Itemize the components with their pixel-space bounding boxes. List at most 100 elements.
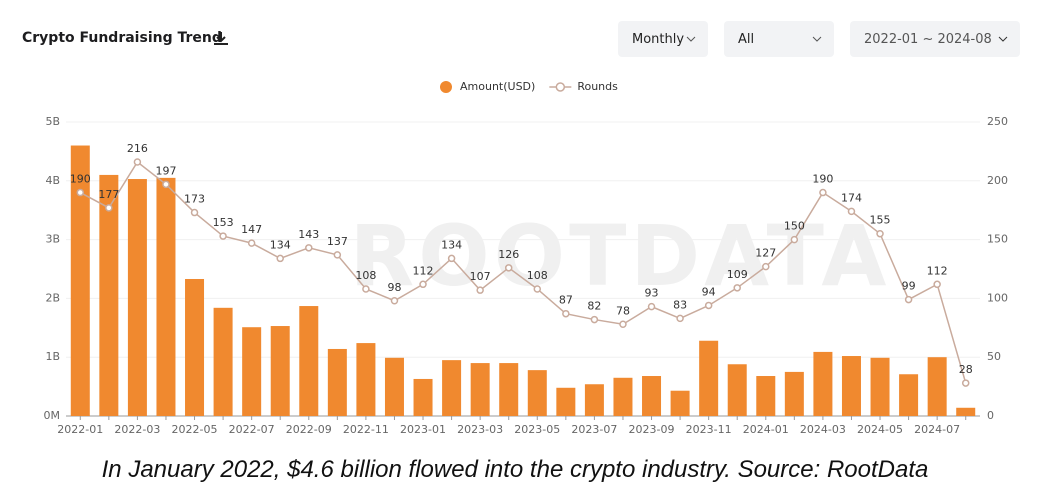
y-tick-label: 3B xyxy=(45,233,60,246)
y2-tick-label: 250 xyxy=(987,115,1008,128)
x-tick-label: 2024-01 xyxy=(743,423,789,436)
download-icon[interactable] xyxy=(212,30,230,48)
point xyxy=(876,229,884,238)
point xyxy=(847,207,856,216)
data-label: 98 xyxy=(387,281,401,294)
bar xyxy=(927,357,947,416)
chart: ROOTDATA 0M 1B 2B 3B 4B 5B 0 50 100 150 200 250 2022-… xyxy=(44,80,1009,436)
y2-tick-label: 50 xyxy=(987,350,1001,363)
data-label: 190 xyxy=(812,173,833,186)
x-tick-label: 2023-11 xyxy=(686,423,732,436)
point xyxy=(533,285,542,293)
dropdown-label: Monthly xyxy=(632,31,685,47)
x-tick-label: 2023-09 xyxy=(629,423,675,436)
x-tick-label: 2023-01 xyxy=(400,423,446,436)
point xyxy=(933,280,941,289)
y-tick-label: 5B xyxy=(45,115,60,128)
bar xyxy=(70,145,90,416)
bar xyxy=(413,378,433,416)
data-label: 83 xyxy=(673,298,687,311)
data-label: 112 xyxy=(413,264,434,277)
point xyxy=(390,297,399,305)
legend-marker xyxy=(440,81,452,93)
data-label: 126 xyxy=(498,248,519,261)
category-dropdown[interactable]: All xyxy=(724,21,834,57)
point xyxy=(276,254,284,263)
bar xyxy=(813,351,833,416)
x-tick-label: 2024-03 xyxy=(800,423,846,436)
bar xyxy=(356,343,376,416)
data-label: 28 xyxy=(959,363,973,376)
bar xyxy=(470,363,490,416)
chart-title: Crypto Fundraising Trend xyxy=(22,30,222,46)
point xyxy=(447,254,456,263)
point xyxy=(305,244,313,252)
point xyxy=(76,188,85,197)
x-tick-label: 2022-09 xyxy=(286,423,332,436)
data-label: 197 xyxy=(155,164,176,177)
point xyxy=(419,280,427,289)
point xyxy=(333,251,342,259)
point xyxy=(704,301,713,310)
y2-tick-label: 0 xyxy=(987,409,994,422)
x-tick-label: 2023-03 xyxy=(457,423,503,436)
point xyxy=(904,295,913,304)
data-label: 147 xyxy=(241,223,262,236)
bar xyxy=(642,376,662,416)
bar xyxy=(499,363,519,416)
data-label: 143 xyxy=(298,228,319,241)
point xyxy=(819,188,827,197)
bar xyxy=(185,278,205,416)
legend-label: Rounds xyxy=(577,80,618,93)
point xyxy=(733,284,741,292)
point xyxy=(105,204,113,212)
bar xyxy=(584,384,604,416)
x-tick-label: 2022-03 xyxy=(114,423,160,436)
data-label: 112 xyxy=(927,264,948,277)
bar xyxy=(756,376,776,416)
point xyxy=(190,208,199,217)
bar xyxy=(442,360,462,416)
bar xyxy=(670,390,690,416)
bar xyxy=(242,327,262,416)
y-tick-label: 2B xyxy=(45,291,60,304)
dropdown-label: 2022-01 ~ 2024-08 xyxy=(864,31,992,47)
data-label: 177 xyxy=(98,188,119,201)
x-tick-label: 2024-07 xyxy=(914,423,960,436)
point xyxy=(219,232,227,240)
data-label: 134 xyxy=(441,238,462,251)
point xyxy=(133,158,142,166)
legend-marker xyxy=(555,82,566,92)
bar xyxy=(99,174,119,416)
point xyxy=(676,314,684,323)
x-tick-label: 2022-05 xyxy=(172,423,218,436)
point xyxy=(961,379,970,387)
data-label: 173 xyxy=(184,193,205,206)
data-label: 108 xyxy=(527,269,548,282)
data-label: 87 xyxy=(559,294,573,307)
data-label: 150 xyxy=(784,220,805,233)
point xyxy=(247,239,256,247)
bar xyxy=(299,306,319,416)
period-dropdown[interactable]: Monthly xyxy=(618,21,708,57)
point xyxy=(647,302,656,311)
point xyxy=(619,320,627,329)
bar xyxy=(899,374,919,416)
data-label: 134 xyxy=(270,238,291,251)
x-tick-label: 2022-11 xyxy=(343,423,389,436)
point xyxy=(504,264,513,272)
data-label: 216 xyxy=(127,142,148,155)
date-range[interactable]: 2022-01 ~ 2024-08 xyxy=(850,21,1020,57)
dropdown-label: All xyxy=(738,31,755,47)
point xyxy=(162,180,170,189)
legend-label: Amount(USD) xyxy=(460,80,535,93)
x-tick-label: 2022-01 xyxy=(57,423,103,436)
bar xyxy=(127,179,147,416)
watermark: ROOTDATA xyxy=(350,207,891,305)
line xyxy=(79,160,967,384)
caption: In January 2022, $4.6 billion flowed int… xyxy=(101,456,929,483)
point xyxy=(476,286,484,294)
bar xyxy=(527,370,547,416)
bar xyxy=(727,364,747,416)
y2-tick-label: 150 xyxy=(987,233,1008,246)
